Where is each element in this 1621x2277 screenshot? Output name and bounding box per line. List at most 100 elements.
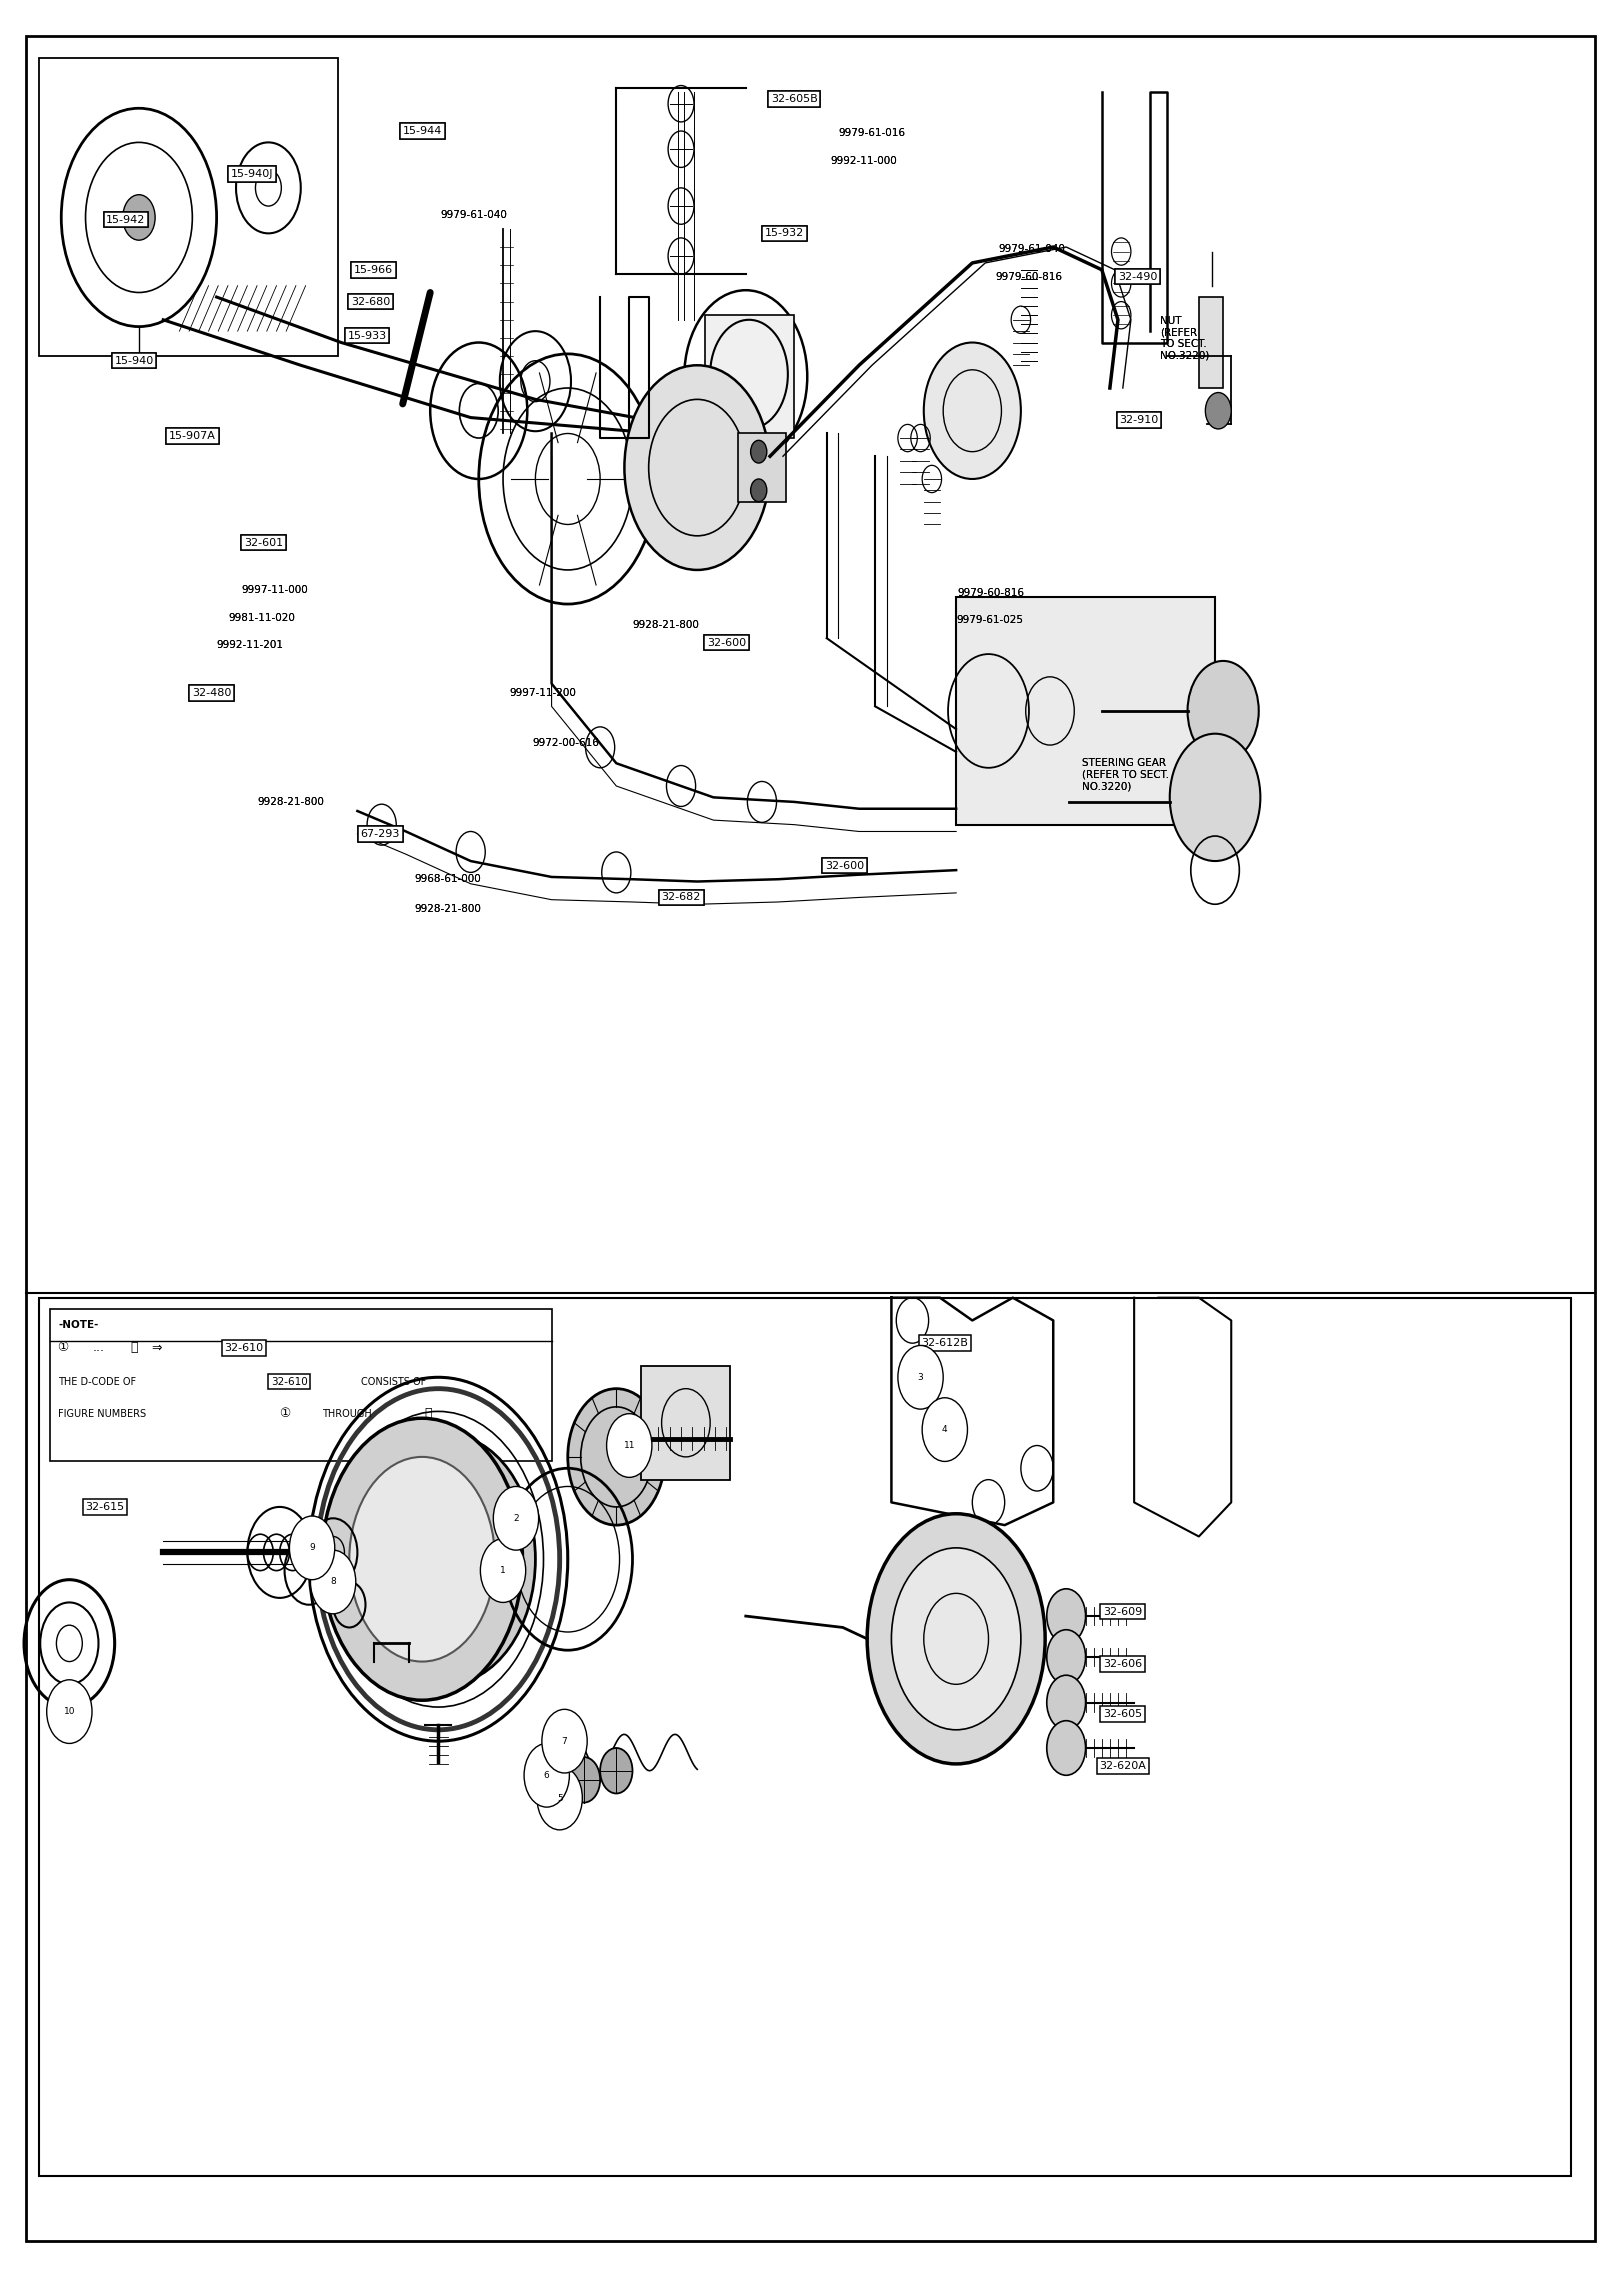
- Circle shape: [123, 196, 156, 239]
- Circle shape: [1047, 1630, 1086, 1685]
- Text: 5: 5: [556, 1794, 562, 1803]
- Circle shape: [349, 1457, 494, 1662]
- Circle shape: [606, 1414, 652, 1478]
- Circle shape: [524, 1744, 569, 1808]
- Circle shape: [751, 439, 767, 462]
- Text: 32-480: 32-480: [191, 688, 232, 697]
- Polygon shape: [1135, 1298, 1232, 1537]
- Text: 15-966: 15-966: [353, 264, 394, 276]
- Text: 9928-21-800: 9928-21-800: [413, 904, 481, 913]
- Circle shape: [1206, 392, 1232, 428]
- Text: 32-600: 32-600: [707, 638, 746, 647]
- Text: 15-944: 15-944: [402, 125, 443, 137]
- Text: 9928-21-800: 9928-21-800: [413, 904, 481, 913]
- Text: 32-610: 32-610: [225, 1343, 264, 1353]
- Text: 9928-21-800: 9928-21-800: [258, 797, 324, 806]
- Text: 9981-11-020: 9981-11-020: [229, 613, 295, 622]
- Circle shape: [1047, 1721, 1086, 1776]
- Text: 9997-11-000: 9997-11-000: [242, 585, 308, 594]
- Circle shape: [1170, 733, 1261, 861]
- Text: 15-966: 15-966: [353, 264, 394, 276]
- Text: 15-942: 15-942: [107, 214, 146, 225]
- Circle shape: [357, 1435, 535, 1685]
- Text: 9997-11-200: 9997-11-200: [509, 688, 577, 697]
- Text: 32-620A: 32-620A: [1099, 1760, 1146, 1772]
- Text: 9992-11-201: 9992-11-201: [217, 640, 284, 649]
- Text: 9: 9: [310, 1544, 314, 1553]
- Circle shape: [373, 1457, 519, 1662]
- Text: 67-293: 67-293: [360, 829, 400, 838]
- Text: 32-606: 32-606: [1104, 1660, 1143, 1669]
- Text: 67-293: 67-293: [360, 829, 400, 838]
- Text: 9979-61-025: 9979-61-025: [956, 615, 1023, 624]
- Text: 3: 3: [917, 1373, 924, 1382]
- Text: 32-601: 32-601: [245, 537, 284, 549]
- Circle shape: [922, 1398, 968, 1462]
- Text: ...: ...: [92, 1341, 104, 1355]
- Text: 32-682: 32-682: [661, 893, 700, 902]
- Text: 32-490: 32-490: [1118, 271, 1157, 282]
- Text: ①: ①: [279, 1407, 290, 1421]
- Text: 15-942: 15-942: [107, 214, 146, 225]
- Text: 8: 8: [331, 1578, 336, 1587]
- Text: 9979-60-816: 9979-60-816: [958, 587, 1024, 597]
- Circle shape: [480, 1539, 525, 1603]
- Circle shape: [867, 1514, 1046, 1765]
- Text: ⇒: ⇒: [151, 1341, 162, 1355]
- Circle shape: [47, 1680, 92, 1744]
- Circle shape: [624, 364, 770, 569]
- Text: 6: 6: [545, 1772, 550, 1781]
- Text: -NOTE-: -NOTE-: [58, 1321, 99, 1330]
- Text: 9992-11-201: 9992-11-201: [217, 640, 284, 649]
- Text: 9981-11-020: 9981-11-020: [229, 613, 295, 622]
- Text: 9928-21-800: 9928-21-800: [632, 619, 699, 628]
- Text: 15-932: 15-932: [765, 228, 804, 239]
- Text: 15-940J: 15-940J: [230, 168, 274, 180]
- Text: 32-490: 32-490: [1118, 271, 1157, 282]
- Text: THROUGH: THROUGH: [323, 1409, 371, 1419]
- Bar: [705, 314, 794, 437]
- Circle shape: [567, 1758, 600, 1803]
- Text: 9997-11-200: 9997-11-200: [509, 688, 577, 697]
- Bar: [738, 433, 786, 501]
- Text: 9979-60-816: 9979-60-816: [995, 271, 1062, 282]
- Text: 15-933: 15-933: [347, 330, 387, 342]
- Text: CONSISTS OF: CONSISTS OF: [360, 1378, 426, 1387]
- Text: 15-944: 15-944: [402, 125, 443, 137]
- Text: 32-600: 32-600: [825, 861, 864, 870]
- Text: FIGURE NUMBERS: FIGURE NUMBERS: [58, 1409, 146, 1419]
- Text: 9992-11-000: 9992-11-000: [830, 155, 896, 166]
- Text: 1: 1: [501, 1567, 506, 1576]
- Circle shape: [892, 1548, 1021, 1731]
- Text: 15-940: 15-940: [115, 355, 154, 367]
- Text: 9979-61-040: 9979-61-040: [999, 244, 1065, 255]
- Circle shape: [311, 1551, 355, 1614]
- Bar: [956, 597, 1216, 824]
- Text: 9979-60-816: 9979-60-816: [995, 271, 1062, 282]
- Text: NUT
(REFER
TO SECT.
NO.3220): NUT (REFER TO SECT. NO.3220): [1161, 317, 1209, 360]
- Text: 15-940: 15-940: [115, 355, 154, 367]
- Text: ①: ①: [57, 1341, 68, 1355]
- Text: 9928-21-800: 9928-21-800: [632, 619, 699, 628]
- Circle shape: [535, 1749, 567, 1794]
- Circle shape: [567, 1389, 665, 1526]
- Text: 9972-00-616: 9972-00-616: [532, 738, 600, 747]
- Text: STEERING GEAR
(REFER TO SECT.
NO.3220): STEERING GEAR (REFER TO SECT. NO.3220): [1083, 758, 1169, 790]
- Text: 9997-11-000: 9997-11-000: [242, 585, 308, 594]
- Circle shape: [290, 1516, 336, 1580]
- Text: 4: 4: [942, 1425, 948, 1435]
- Circle shape: [1047, 1676, 1086, 1731]
- Circle shape: [898, 1346, 943, 1409]
- Text: 15-933: 15-933: [347, 330, 387, 342]
- Text: 15-907A: 15-907A: [169, 430, 216, 442]
- Text: 32-480: 32-480: [191, 688, 232, 697]
- Bar: [1200, 296, 1224, 387]
- Text: STEERING GEAR
(REFER TO SECT.
NO.3220): STEERING GEAR (REFER TO SECT. NO.3220): [1083, 758, 1169, 790]
- Text: 9979-60-816: 9979-60-816: [958, 587, 1024, 597]
- Text: 7: 7: [561, 1737, 567, 1746]
- Text: 32-605B: 32-605B: [772, 93, 817, 105]
- Text: 11: 11: [624, 1441, 635, 1450]
- Text: 9979-61-040: 9979-61-040: [439, 209, 507, 221]
- Text: 32-615: 32-615: [86, 1503, 125, 1512]
- Text: 32-601: 32-601: [245, 537, 284, 549]
